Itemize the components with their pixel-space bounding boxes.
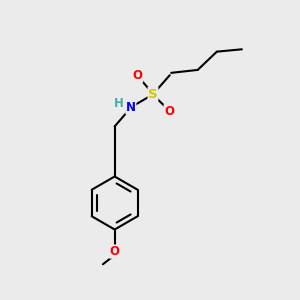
Text: S: S	[148, 88, 158, 100]
Text: N: N	[126, 101, 136, 114]
Text: O: O	[133, 69, 142, 82]
Text: O: O	[164, 105, 174, 118]
Text: H: H	[114, 97, 123, 110]
Text: O: O	[110, 245, 120, 258]
